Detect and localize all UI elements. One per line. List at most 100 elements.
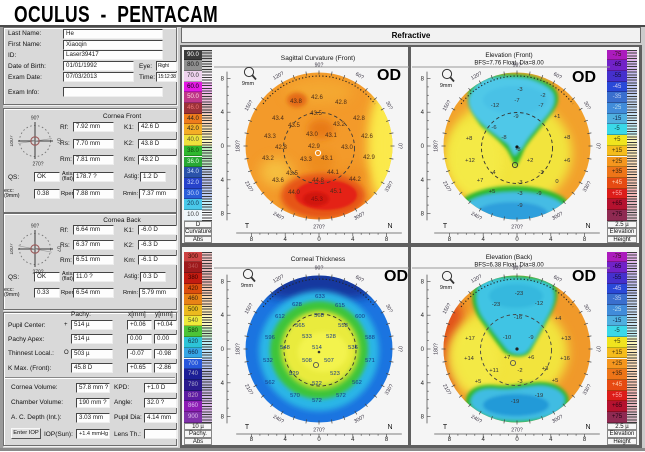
svg-text:9mm: 9mm — [440, 285, 453, 291]
svg-text:-8: -8 — [501, 135, 506, 141]
svg-text:8: 8 — [385, 437, 389, 443]
svg-text:562: 562 — [352, 380, 362, 386]
svg-text:-3: -3 — [517, 191, 522, 197]
svg-text:9mm: 9mm — [242, 81, 255, 87]
svg-text:0: 0 — [555, 179, 558, 185]
svg-text:270?: 270? — [511, 224, 523, 230]
svg-text:0: 0 — [221, 144, 225, 150]
svg-text:4: 4 — [351, 237, 355, 243]
svg-text:0?: 0? — [55, 138, 61, 144]
svg-text:90?: 90? — [513, 265, 522, 271]
svg-text:42.8: 42.8 — [353, 116, 365, 122]
svg-text:90?: 90? — [315, 265, 324, 271]
svg-text:90?: 90? — [31, 224, 40, 230]
svg-text:Sagittal Curvature (Front): Sagittal Curvature (Front) — [281, 55, 355, 62]
svg-text:0?: 0? — [595, 143, 601, 149]
svg-text:600: 600 — [355, 314, 365, 320]
svg-text:-10: -10 — [503, 335, 511, 341]
svg-text:150?: 150? — [442, 99, 453, 112]
svg-text:T: T — [245, 223, 250, 230]
svg-text:270?: 270? — [313, 224, 325, 230]
svg-text:180?: 180? — [433, 140, 439, 152]
svg-text:270?: 270? — [32, 270, 43, 276]
svg-text:-8: -8 — [515, 147, 520, 153]
svg-text:T: T — [245, 424, 250, 431]
svg-text:4: 4 — [549, 437, 553, 443]
svg-text:-12: -12 — [491, 103, 499, 109]
svg-text:90?: 90? — [513, 62, 522, 68]
svg-text:+5: +5 — [475, 379, 482, 385]
svg-text:-19: -19 — [511, 399, 519, 405]
svg-text:60?: 60? — [552, 274, 563, 284]
svg-text:0: 0 — [317, 237, 321, 243]
svg-text:4: 4 — [284, 437, 288, 443]
svg-text:N: N — [585, 223, 590, 230]
svg-text:43.2: 43.2 — [262, 156, 274, 162]
svg-text:43.0: 43.0 — [341, 145, 353, 151]
svg-text:-12: -12 — [535, 301, 543, 307]
svg-text:120?: 120? — [470, 274, 483, 285]
svg-text:0?: 0? — [55, 246, 61, 252]
svg-text:OD: OD — [572, 69, 596, 86]
svg-text:8: 8 — [583, 437, 587, 443]
svg-text:548: 548 — [280, 345, 290, 351]
svg-text:+16: +16 — [560, 356, 570, 362]
svg-text:-3: -3 — [517, 379, 522, 385]
svg-text:43.6: 43.6 — [272, 178, 284, 184]
svg-text:30?: 30? — [582, 100, 592, 111]
svg-text:570: 570 — [290, 393, 300, 399]
svg-text:42.9: 42.9 — [308, 144, 320, 150]
svg-text:-9: -9 — [528, 335, 533, 341]
svg-text:OD: OD — [384, 268, 408, 285]
svg-text:45.1: 45.1 — [330, 189, 342, 195]
svg-text:0: 0 — [221, 347, 225, 353]
svg-text:553: 553 — [338, 323, 348, 329]
svg-text:43.0: 43.0 — [306, 132, 318, 138]
svg-text:180?: 180? — [433, 343, 439, 355]
svg-text:90?: 90? — [315, 62, 324, 68]
svg-text:44.2: 44.2 — [349, 177, 361, 183]
svg-text:0: 0 — [515, 437, 519, 443]
svg-text:+11: +11 — [489, 368, 498, 374]
svg-text:4: 4 — [221, 313, 225, 319]
svg-text:+6: +6 — [564, 158, 571, 164]
svg-text:-9: -9 — [536, 191, 541, 197]
svg-text:45.3: 45.3 — [311, 197, 323, 203]
svg-text:8: 8 — [221, 415, 225, 421]
svg-text:+14: +14 — [464, 356, 475, 362]
svg-text:572: 572 — [312, 398, 322, 404]
svg-text:8: 8 — [250, 237, 254, 243]
svg-text:N: N — [585, 424, 590, 431]
svg-text:270?: 270? — [32, 162, 43, 168]
svg-text:210?: 210? — [243, 383, 254, 396]
svg-text:8: 8 — [448, 237, 452, 243]
svg-text:44.8: 44.8 — [312, 178, 324, 184]
svg-text:90?: 90? — [31, 116, 40, 122]
svg-text:180?: 180? — [235, 140, 241, 152]
svg-text:OD: OD — [377, 67, 401, 84]
svg-text:150?: 150? — [244, 302, 255, 315]
svg-text:-2: -2 — [517, 368, 522, 374]
svg-text:30?: 30? — [384, 303, 394, 314]
svg-text:628: 628 — [292, 302, 302, 308]
svg-text:330?: 330? — [582, 180, 593, 193]
svg-text:OD: OD — [572, 268, 596, 285]
svg-text:+13: +13 — [561, 336, 571, 342]
svg-text:44.1: 44.1 — [327, 170, 339, 176]
svg-text:60?: 60? — [552, 71, 563, 81]
svg-text:588: 588 — [365, 335, 375, 341]
svg-text:300?: 300? — [551, 211, 564, 222]
svg-text:BFS=7.76 Float, Dia=8.00: BFS=7.76 Float, Dia=8.00 — [474, 61, 544, 67]
svg-text:4: 4 — [221, 178, 225, 184]
svg-text:507: 507 — [324, 358, 334, 364]
svg-text:43.5: 43.5 — [288, 123, 300, 129]
svg-text:0: 0 — [515, 237, 519, 243]
svg-text:528: 528 — [326, 334, 336, 340]
svg-text:Elevation (Front): Elevation (Front) — [485, 52, 532, 59]
svg-text:9mm: 9mm — [440, 83, 453, 89]
svg-text:300?: 300? — [353, 211, 366, 222]
svg-text:330?: 330? — [384, 180, 395, 193]
svg-text:240?: 240? — [470, 211, 483, 222]
svg-text:43.1: 43.1 — [325, 133, 337, 139]
svg-text:42.6: 42.6 — [311, 95, 323, 101]
